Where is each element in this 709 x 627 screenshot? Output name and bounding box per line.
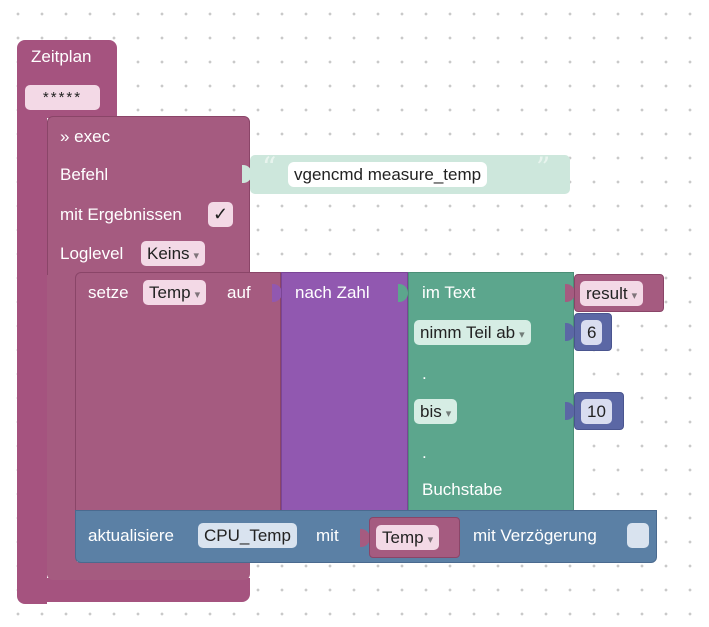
math-connector xyxy=(272,284,282,302)
dot-separator-1: . xyxy=(422,364,427,383)
to-mode-dropdown[interactable]: bis xyxy=(414,399,458,424)
in-text-label: im Text xyxy=(422,283,476,302)
string-connector xyxy=(242,165,252,183)
command-label: Befehl xyxy=(60,165,109,184)
exec-header: » exec xyxy=(60,127,111,146)
state-field[interactable]: CPU_Temp xyxy=(198,523,297,548)
dot-separator-2: . xyxy=(422,443,427,462)
value-variable-dropdown[interactable]: Temp xyxy=(376,525,440,550)
loglevel-dropdown[interactable]: Keins xyxy=(141,241,206,266)
schedule-block-spine xyxy=(17,110,47,604)
set-prefix: setze xyxy=(88,283,129,302)
unit-label: Buchstabe xyxy=(422,480,503,499)
exec-block-footer xyxy=(47,562,250,580)
text-connector xyxy=(398,284,408,302)
schedule-block-footer xyxy=(17,578,250,602)
delay-checkbox[interactable] xyxy=(627,523,649,548)
command-field[interactable]: vgencmd measure_temp xyxy=(288,162,488,187)
set-variable-block[interactable] xyxy=(75,272,281,514)
to-number-label: nach Zahl xyxy=(295,283,370,302)
with-label: mit xyxy=(316,526,339,545)
value-connector xyxy=(360,529,370,547)
set-variable-dropdown[interactable]: Temp xyxy=(143,280,207,305)
from-index-connector xyxy=(565,323,575,341)
to-index-connector xyxy=(565,402,575,420)
result-variable-dropdown[interactable]: result xyxy=(580,281,644,306)
schedule-pattern-field[interactable]: ***** xyxy=(25,85,100,110)
loglevel-label: Loglevel xyxy=(60,244,124,263)
delay-label: mit Verzögerung xyxy=(473,526,597,545)
substring-block[interactable] xyxy=(408,272,574,514)
close-quote-icon: ” xyxy=(536,151,551,184)
from-index-field[interactable]: 6 xyxy=(581,320,603,345)
exec-block-spine xyxy=(47,275,77,575)
results-checkbox[interactable]: ✓ xyxy=(208,202,233,227)
result-connector xyxy=(565,284,575,302)
schedule-title: Zeitplan xyxy=(31,47,92,66)
to-index-field[interactable]: 10 xyxy=(581,399,612,424)
results-label: mit Ergebnissen xyxy=(60,205,182,224)
from-mode-dropdown[interactable]: nimm Teil ab xyxy=(414,320,531,345)
update-prefix: aktualisiere xyxy=(88,526,174,545)
to-number-block[interactable] xyxy=(281,272,408,514)
set-suffix: auf xyxy=(227,283,251,302)
open-quote-icon: “ xyxy=(262,151,277,184)
